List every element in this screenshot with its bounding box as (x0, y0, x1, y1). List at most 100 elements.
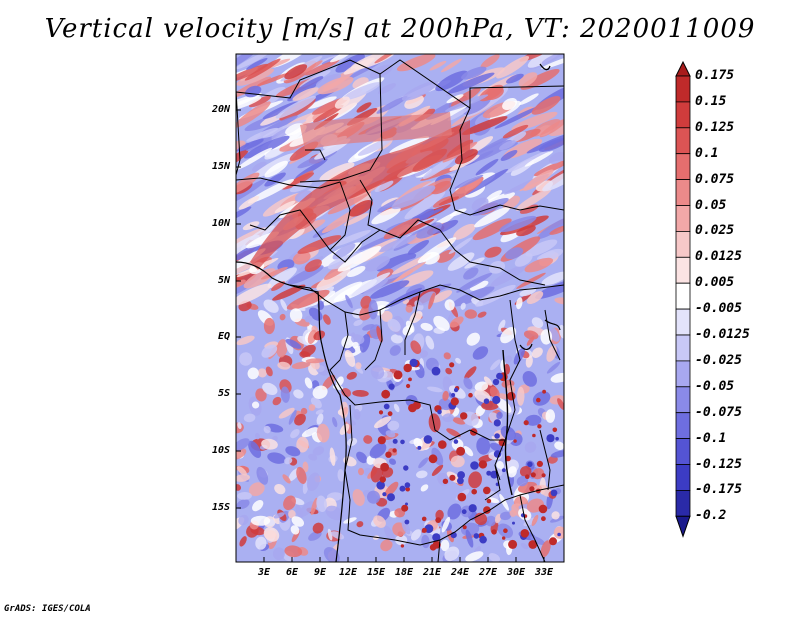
colorbar-segment (675, 127, 691, 155)
field-patch (307, 329, 317, 345)
field-patch (502, 124, 529, 139)
intense-spot (431, 366, 441, 376)
intense-spot (468, 392, 473, 398)
field-patch (440, 539, 450, 552)
field-patch (518, 72, 538, 87)
field-patch (239, 536, 247, 547)
field-patch (316, 423, 330, 443)
field-patch (356, 521, 364, 528)
field-patch (331, 229, 371, 247)
field-patch (500, 326, 517, 344)
field-patch (526, 132, 564, 154)
field-patch (548, 151, 564, 164)
field-patch (305, 358, 325, 364)
field-patch (496, 393, 509, 400)
field-patch (307, 96, 337, 109)
field-patch (422, 157, 455, 179)
field-patch (445, 94, 489, 112)
field-patch (332, 417, 338, 428)
lon-label: 18E (394, 567, 414, 578)
field-patch (357, 467, 365, 476)
intense-spot (493, 419, 501, 427)
field-patch (506, 73, 524, 84)
field-patch (337, 246, 382, 272)
field-patch (466, 332, 480, 346)
field-patch (389, 345, 401, 356)
field-patch (425, 335, 435, 350)
field-patch (236, 147, 273, 170)
field-patch (295, 158, 328, 179)
field-patch (553, 526, 564, 540)
field-patch (480, 54, 500, 69)
field-patch (383, 218, 421, 240)
field-patch (524, 151, 554, 167)
field-patch (401, 520, 411, 535)
intense-spot (508, 539, 518, 549)
field-patch (243, 135, 290, 159)
field-patch (391, 185, 436, 210)
intense-spot (479, 535, 487, 544)
field-patch (299, 501, 315, 517)
field-patch (420, 484, 429, 492)
field-patch (267, 452, 286, 464)
field-patch (285, 446, 301, 457)
field-patch (267, 267, 297, 289)
field-patch (464, 366, 477, 380)
field-patch (540, 540, 551, 558)
colorbar-segment (675, 75, 691, 103)
field-patch (246, 127, 279, 142)
field-patch (376, 95, 408, 114)
field-patch (485, 190, 503, 202)
field-patch (419, 350, 429, 358)
field-patch (236, 138, 264, 152)
colorbar-tick-label: -0.1 (695, 430, 727, 446)
field-patch (289, 308, 303, 323)
field-patch (237, 491, 252, 500)
intense-spot (435, 517, 442, 523)
field-patch (516, 272, 546, 289)
field-patch (499, 215, 537, 233)
intense-spot (405, 502, 408, 506)
intense-spot (423, 435, 433, 444)
intense-spot (496, 372, 503, 380)
field-patch (483, 376, 493, 386)
field-patch (291, 516, 305, 527)
field-patch (469, 280, 489, 291)
lon-label: 12E (338, 567, 358, 578)
field-patch (405, 304, 413, 313)
field-patch (542, 166, 564, 192)
field-patch (339, 423, 350, 435)
field-patch (395, 534, 408, 546)
intense-spot (453, 439, 459, 444)
field-patch (352, 489, 365, 506)
colorbar-segment (675, 153, 691, 180)
field-patch (369, 442, 387, 459)
lat-label: 5N (217, 275, 230, 286)
colorbar-tick-label: -0.05 (695, 378, 735, 394)
field-patch (302, 461, 309, 473)
field-patch (428, 413, 441, 433)
field-patch (341, 388, 352, 397)
field-patch (463, 445, 474, 457)
field-patch (449, 208, 467, 217)
field-patch (393, 403, 400, 413)
field-patch (447, 72, 495, 94)
field-patch (284, 545, 303, 558)
field-patch (525, 239, 558, 257)
field-patch (531, 514, 539, 526)
field-patch (316, 413, 324, 425)
field-patch (308, 404, 316, 411)
intense-spot (438, 440, 447, 449)
field-patch (465, 529, 474, 548)
intense-spot (505, 455, 511, 462)
field-patch (384, 525, 396, 543)
field-patch (248, 482, 265, 497)
colorbar-tick-label: 0.005 (695, 275, 735, 291)
intense-spot (541, 516, 546, 522)
field-patch (237, 466, 247, 476)
field-patch (435, 70, 468, 92)
intense-spot (381, 389, 391, 399)
field-patch (255, 388, 267, 402)
field-patch (370, 365, 385, 380)
intense-spot (403, 363, 412, 373)
